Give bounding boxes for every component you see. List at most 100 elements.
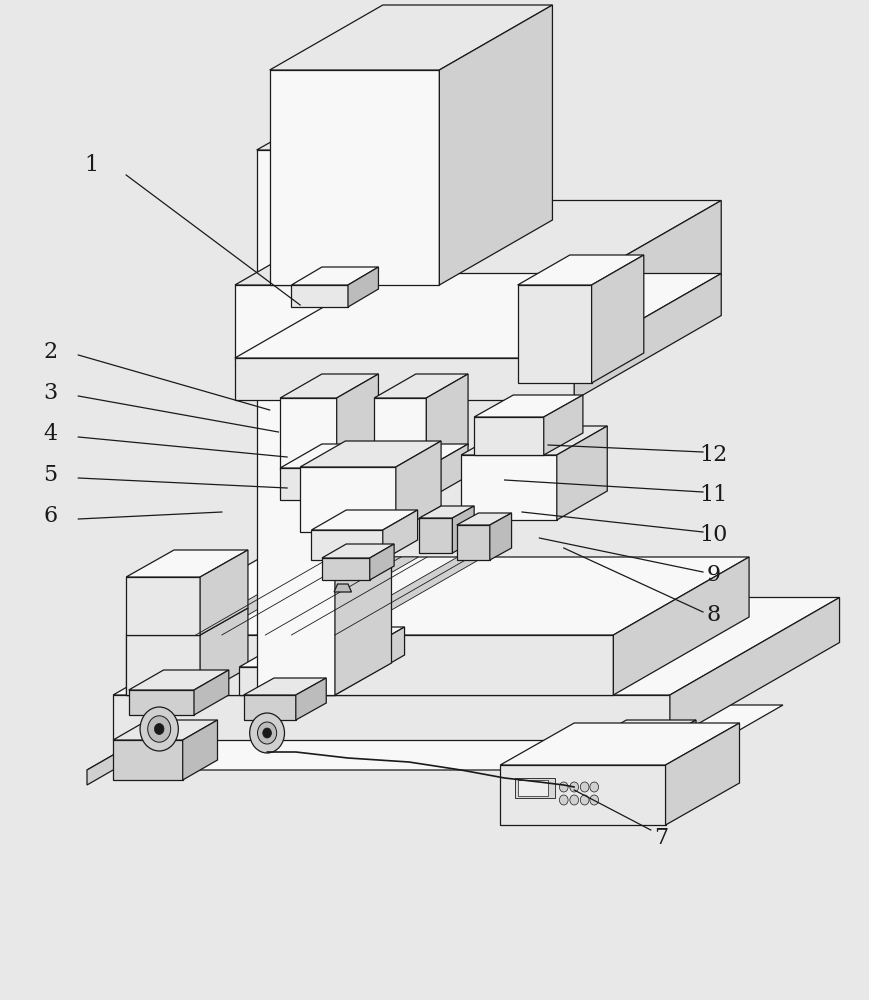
Polygon shape bbox=[334, 584, 351, 592]
Polygon shape bbox=[574, 200, 720, 360]
Circle shape bbox=[580, 782, 588, 792]
Text: 12: 12 bbox=[699, 444, 726, 466]
Text: 6: 6 bbox=[43, 505, 57, 527]
Polygon shape bbox=[269, 70, 439, 285]
Polygon shape bbox=[256, 557, 418, 635]
Polygon shape bbox=[200, 550, 248, 635]
Polygon shape bbox=[235, 285, 574, 360]
Circle shape bbox=[589, 782, 598, 792]
Polygon shape bbox=[256, 118, 391, 150]
Polygon shape bbox=[239, 667, 335, 695]
Polygon shape bbox=[235, 358, 574, 400]
Polygon shape bbox=[500, 765, 665, 825]
Polygon shape bbox=[665, 723, 739, 825]
Polygon shape bbox=[126, 577, 200, 635]
Polygon shape bbox=[300, 467, 395, 532]
Text: 3: 3 bbox=[43, 382, 57, 404]
Polygon shape bbox=[461, 455, 556, 520]
Polygon shape bbox=[374, 398, 426, 470]
Polygon shape bbox=[369, 544, 394, 580]
Polygon shape bbox=[235, 200, 720, 285]
Polygon shape bbox=[336, 374, 378, 470]
Polygon shape bbox=[419, 518, 452, 553]
Polygon shape bbox=[517, 285, 591, 383]
Polygon shape bbox=[269, 5, 552, 70]
Circle shape bbox=[559, 782, 567, 792]
Polygon shape bbox=[126, 550, 248, 577]
Polygon shape bbox=[311, 530, 382, 560]
Polygon shape bbox=[474, 395, 582, 417]
Polygon shape bbox=[517, 780, 547, 796]
Polygon shape bbox=[295, 678, 326, 720]
Polygon shape bbox=[129, 690, 194, 715]
Polygon shape bbox=[556, 426, 607, 520]
Polygon shape bbox=[395, 441, 441, 532]
Polygon shape bbox=[187, 557, 348, 635]
Polygon shape bbox=[439, 5, 552, 285]
Text: 11: 11 bbox=[699, 484, 726, 506]
Polygon shape bbox=[660, 720, 695, 780]
Polygon shape bbox=[374, 374, 468, 398]
Polygon shape bbox=[126, 557, 748, 635]
Polygon shape bbox=[243, 695, 295, 720]
Polygon shape bbox=[291, 267, 378, 285]
Polygon shape bbox=[300, 441, 441, 467]
Polygon shape bbox=[348, 267, 378, 307]
Polygon shape bbox=[113, 720, 217, 740]
Text: 8: 8 bbox=[706, 604, 720, 626]
Polygon shape bbox=[87, 705, 782, 770]
Polygon shape bbox=[419, 506, 474, 518]
Polygon shape bbox=[591, 255, 643, 383]
Circle shape bbox=[148, 716, 170, 742]
Text: 9: 9 bbox=[706, 564, 720, 586]
Polygon shape bbox=[456, 525, 489, 560]
Polygon shape bbox=[182, 720, 217, 780]
Polygon shape bbox=[126, 635, 613, 695]
Circle shape bbox=[580, 795, 588, 805]
Polygon shape bbox=[113, 740, 182, 780]
Text: 7: 7 bbox=[653, 827, 667, 849]
Polygon shape bbox=[322, 557, 483, 635]
Polygon shape bbox=[613, 557, 748, 695]
Circle shape bbox=[140, 707, 178, 751]
Polygon shape bbox=[126, 635, 200, 695]
Polygon shape bbox=[322, 544, 394, 558]
Polygon shape bbox=[426, 444, 468, 500]
Polygon shape bbox=[129, 670, 229, 690]
Polygon shape bbox=[113, 695, 669, 740]
Text: 2: 2 bbox=[43, 341, 57, 363]
Circle shape bbox=[569, 795, 578, 805]
Polygon shape bbox=[474, 417, 543, 455]
Polygon shape bbox=[574, 273, 720, 400]
Polygon shape bbox=[194, 670, 229, 715]
Text: 5: 5 bbox=[43, 464, 57, 486]
Polygon shape bbox=[452, 506, 474, 553]
Circle shape bbox=[589, 795, 598, 805]
Polygon shape bbox=[500, 723, 739, 765]
Text: 4: 4 bbox=[43, 423, 57, 445]
Polygon shape bbox=[239, 627, 404, 667]
Polygon shape bbox=[669, 598, 839, 740]
Circle shape bbox=[257, 722, 276, 744]
Polygon shape bbox=[514, 778, 554, 798]
Circle shape bbox=[262, 728, 271, 738]
Polygon shape bbox=[200, 608, 248, 695]
Polygon shape bbox=[280, 398, 336, 470]
Circle shape bbox=[559, 795, 567, 805]
Polygon shape bbox=[280, 444, 468, 468]
Polygon shape bbox=[322, 558, 369, 580]
Polygon shape bbox=[591, 720, 695, 740]
Polygon shape bbox=[113, 598, 839, 695]
Polygon shape bbox=[461, 426, 607, 455]
Circle shape bbox=[249, 713, 284, 753]
Circle shape bbox=[155, 724, 163, 734]
Polygon shape bbox=[456, 513, 511, 525]
Polygon shape bbox=[335, 627, 404, 695]
Polygon shape bbox=[382, 510, 417, 560]
Polygon shape bbox=[517, 255, 643, 285]
Polygon shape bbox=[256, 150, 335, 695]
Polygon shape bbox=[335, 118, 391, 695]
Polygon shape bbox=[543, 395, 582, 455]
Polygon shape bbox=[426, 374, 468, 470]
Circle shape bbox=[569, 782, 578, 792]
